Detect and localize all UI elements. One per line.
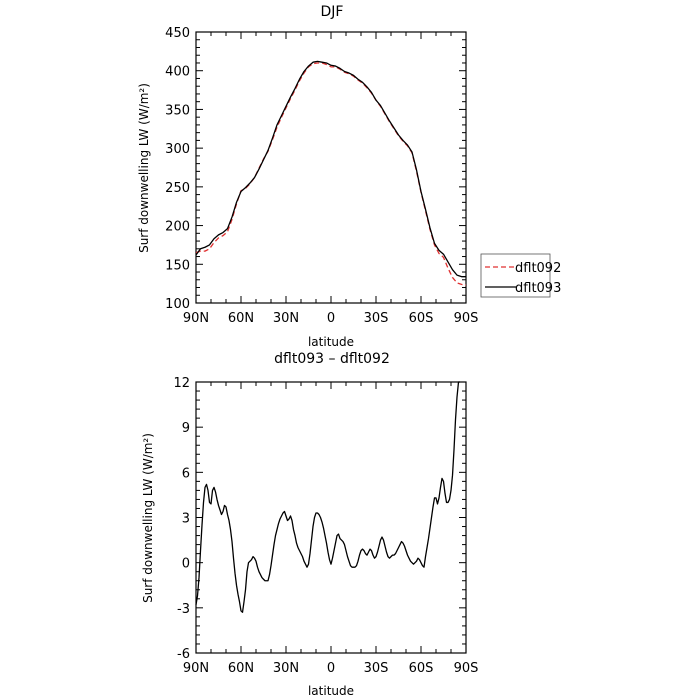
chart-title: DJF — [321, 4, 344, 20]
y-tick-label: 9 — [182, 421, 190, 436]
plot-area: -6 -3 0 3 6 9 12 90N 60N 30N 0 30S 60S 90S — [173, 376, 478, 676]
plot-frame — [195, 381, 467, 654]
legend-label-dflt092: dflt092 — [515, 261, 561, 276]
top-panel: DJF 100 150 200 250 300 350 400 450 90N 60N 30N 0 3… — [137, 4, 561, 349]
x-tick-label: 60N — [228, 661, 254, 676]
y-tick-label: 200 — [165, 220, 190, 235]
plot-area: 100 150 200 250 300 350 400 450 90N 60N 30N 0 30S 60… — [165, 26, 478, 326]
plot-frame — [195, 31, 467, 304]
x-axis: 90N 60N 30N 0 30S 60S 90S — [183, 32, 479, 326]
x-tick-label: 30S — [364, 661, 389, 676]
y-tick-label: 3 — [182, 512, 190, 527]
y-tick-label: 400 — [165, 65, 190, 80]
y-axis-label: Surf downwelling LW (W/m²) — [141, 433, 155, 603]
x-tick-label: 60S — [409, 661, 434, 676]
y-axis: -6 -3 0 3 6 9 12 — [173, 376, 466, 662]
y-tick-label: 300 — [165, 142, 190, 157]
x-tick-label: 60S — [409, 311, 434, 326]
y-axis: 100 150 200 250 300 350 400 450 — [165, 26, 466, 312]
bottom-panel: dflt093 – dflt092 -6 -3 0 3 6 9 12 90N 60N 30N 0 3… — [141, 351, 478, 698]
y-axis-label: Surf downwelling LW (W/m²) — [137, 83, 151, 253]
x-tick-label: 90S — [454, 661, 479, 676]
x-tick-label: 30N — [273, 311, 299, 326]
y-tick-label: 250 — [165, 181, 190, 196]
y-tick-label: -6 — [177, 647, 190, 662]
series-line-series-0 — [195, 381, 460, 613]
x-axis-label: latitude — [308, 335, 354, 349]
x-tick-label: 30S — [364, 311, 389, 326]
y-tick-label: 6 — [182, 466, 190, 481]
x-tick-label: 90N — [183, 311, 209, 326]
x-axis: 90N 60N 30N 0 30S 60S 90S — [183, 382, 479, 676]
y-tick-label: 0 — [182, 557, 190, 572]
y-tick-label: 450 — [165, 26, 190, 41]
x-tick-label: 90N — [183, 661, 209, 676]
x-axis-label: latitude — [308, 684, 354, 698]
y-tick-label: 150 — [165, 258, 190, 273]
x-tick-label: 0 — [327, 661, 335, 676]
chart-title: dflt093 – dflt092 — [274, 351, 390, 367]
series-group — [195, 60, 467, 286]
legend: dflt092 dflt093 — [480, 253, 561, 298]
series-line-dflt093 — [195, 60, 466, 278]
y-tick-label: -3 — [177, 602, 190, 617]
x-tick-label: 60N — [228, 311, 254, 326]
series-group — [195, 381, 460, 613]
x-tick-label: 30N — [273, 661, 299, 676]
y-tick-label: 12 — [173, 376, 190, 391]
x-tick-label: 90S — [454, 311, 479, 326]
y-tick-label: 100 — [165, 297, 190, 312]
x-tick-label: 0 — [327, 311, 335, 326]
y-tick-label: 350 — [165, 103, 190, 118]
legend-box — [480, 253, 551, 298]
series-line-dflt092 — [195, 62, 467, 286]
legend-label-dflt093: dflt093 — [515, 281, 561, 296]
